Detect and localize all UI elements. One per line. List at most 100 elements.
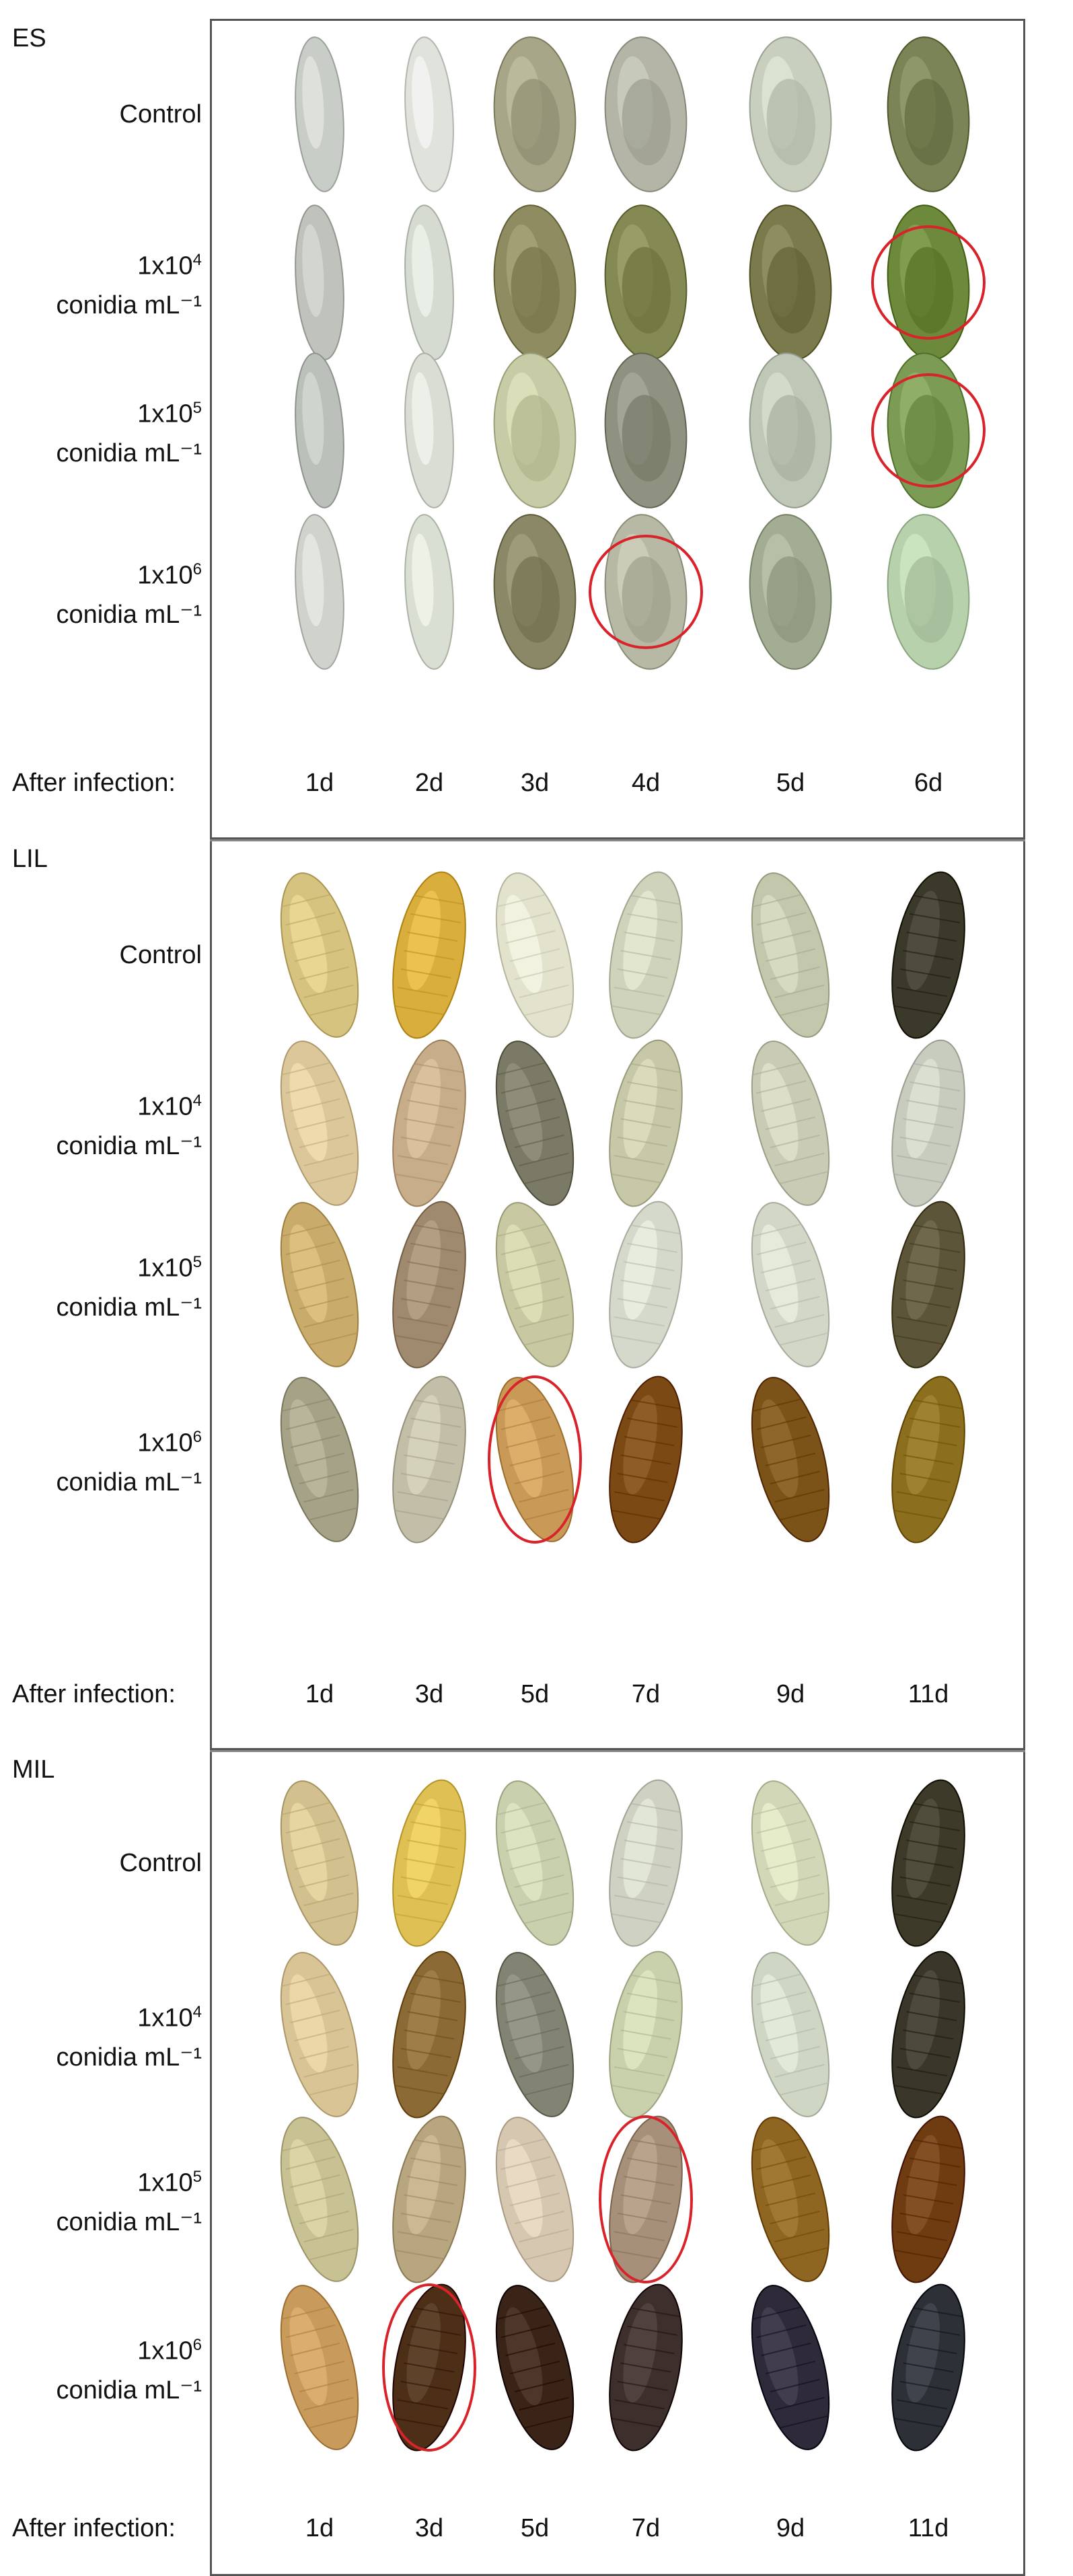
specimen-highlight: [289, 1224, 328, 1323]
larva-segment: [519, 1892, 569, 1907]
larva-segment: [294, 2360, 345, 2375]
larva-segment: [394, 1173, 445, 1184]
larva-segment: [896, 1155, 947, 1166]
specimen-highlight: [406, 2135, 441, 2235]
day-label: 4d: [631, 769, 661, 797]
larva-segment: [514, 1134, 564, 1149]
larva-segment: [400, 2212, 451, 2223]
larva-specimen: [392, 1375, 466, 1544]
larva-segment: [620, 2362, 671, 2373]
egg-embryo: [622, 247, 671, 334]
larva-segment: [308, 1910, 359, 1925]
specimen-highlight: [505, 1224, 543, 1323]
larva-segment: [308, 2082, 359, 2096]
larva-segment: [779, 2246, 829, 2261]
egg-specimen: [404, 352, 454, 508]
day-label: 5d: [520, 1680, 550, 1708]
larva-segment: [770, 2210, 820, 2225]
larva-segment: [903, 1118, 954, 1129]
highlight-circle: [589, 535, 703, 649]
larva-segment: [407, 1840, 458, 1850]
larva-specimen: [891, 1039, 965, 1207]
egg-embryo: [511, 395, 560, 482]
larva-segment: [303, 1152, 354, 1167]
larva-segment: [505, 930, 556, 944]
concentration-label: 1x104: [0, 1993, 202, 2038]
concentration-unit: conidia mL⁻¹: [56, 291, 202, 319]
egg-embryo: [766, 247, 815, 334]
larva-segment: [501, 1819, 551, 1834]
axis-title: After infection:: [12, 769, 176, 797]
larva-segment: [501, 1079, 551, 1094]
specimen-highlight: [406, 1220, 441, 1320]
larva-segment: [290, 1434, 340, 1449]
larva-segment: [509, 1116, 560, 1131]
concentration-unit: conidia mL⁻¹: [56, 1468, 202, 1497]
larva-specimen: [891, 1375, 965, 1544]
larva-segment: [299, 966, 349, 981]
highlight-circle: [871, 225, 986, 340]
larva-segment: [514, 1874, 564, 1889]
larva-segment: [903, 1279, 954, 1290]
larva-segment: [523, 1910, 574, 1925]
larva-segment: [896, 1895, 947, 1905]
larva-segment: [630, 895, 681, 905]
larva-segment: [630, 1063, 681, 1073]
larva-specimen: [609, 2283, 683, 2452]
larva-specimen: [495, 1780, 575, 1946]
larva-segment: [285, 1241, 336, 1256]
larva-segment: [756, 1991, 807, 2006]
larva-segment: [400, 2047, 451, 2058]
egg-embryo: [511, 79, 560, 165]
larva-segment: [774, 2228, 825, 2243]
larva-segment: [404, 2029, 455, 2040]
larva-segment: [299, 1874, 349, 1889]
larva-segment: [407, 2011, 458, 2022]
larva-segment: [620, 1454, 671, 1465]
larva-segment: [896, 987, 947, 997]
larva-segment: [514, 966, 564, 981]
egg-embryo: [622, 395, 671, 482]
larva-segment: [756, 1241, 807, 1256]
larva-segment: [519, 2228, 569, 2243]
larva-segment: [400, 1472, 451, 1483]
larva-specimen: [891, 1950, 965, 2119]
specimen-highlight: [623, 1395, 657, 1495]
larva-segment: [523, 1332, 574, 1347]
larva-segment: [620, 2029, 671, 2040]
larva-segment: [617, 2380, 668, 2391]
concentration-label: 1x106: [0, 2326, 202, 2371]
larva-segment: [899, 2380, 951, 2391]
specimen-highlight: [505, 1803, 543, 1901]
larva-segment: [774, 2396, 825, 2411]
specimen-highlight: [289, 1399, 328, 1498]
larva-segment: [627, 1417, 678, 1428]
day-label: 5d: [776, 769, 805, 797]
larva-segment: [308, 1332, 359, 1347]
concentration-unit: conidia mL⁻¹: [56, 2376, 202, 2404]
larva-segment: [751, 2306, 802, 2320]
highlight-circle: [599, 2115, 693, 2283]
concentration-base: 1x10: [137, 561, 193, 590]
larva-segment: [404, 1118, 455, 1129]
egg-specimen: [887, 36, 970, 192]
larva-segment: [505, 1098, 556, 1112]
larva-segment: [514, 2045, 564, 2060]
egg-embryo: [766, 556, 815, 643]
larva-segment: [400, 968, 451, 979]
larva-segment: [410, 913, 461, 923]
larva-segment: [290, 1259, 340, 1274]
larva-segment: [294, 2027, 345, 2042]
larva-segment: [410, 1992, 461, 2003]
larva-segment: [501, 2324, 551, 2339]
specimen-highlight: [505, 1063, 543, 1162]
concentration-base: 1x10: [137, 2168, 193, 2197]
larva-segment: [620, 1858, 671, 1868]
larva-segment: [617, 1136, 668, 1147]
larva-segment: [400, 1297, 451, 1308]
larva-segment: [627, 1992, 678, 2003]
larva-segment: [624, 1261, 675, 1272]
larva-segment: [756, 1416, 807, 1431]
larva-segment: [910, 913, 961, 923]
larva-segment: [899, 968, 951, 979]
